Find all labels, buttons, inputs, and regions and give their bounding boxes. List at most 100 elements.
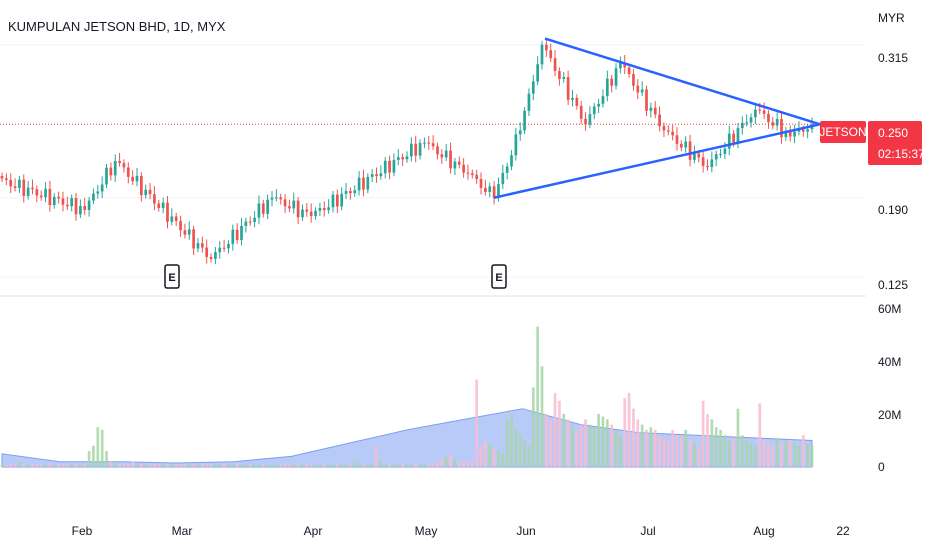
candle-body: [126, 167, 130, 177]
candle-body: [740, 122, 744, 129]
earnings-marker[interactable]: E: [491, 264, 507, 289]
candle: [605, 70, 609, 102]
candle-body: [13, 186, 17, 188]
candle: [26, 181, 30, 200]
candle-body: [444, 150, 448, 158]
candle: [440, 149, 444, 164]
candle: [244, 217, 248, 233]
earnings-marker-box: [164, 264, 180, 289]
volume-bar: [187, 464, 191, 467]
candle-body: [610, 78, 614, 86]
candle-body: [736, 128, 740, 144]
candle-body: [35, 189, 39, 196]
volume-bar: [309, 464, 313, 467]
candle: [140, 172, 143, 202]
candle: [65, 196, 69, 210]
volume-bar: [484, 440, 487, 467]
volume-bar: [292, 464, 296, 467]
candle-body: [148, 189, 152, 195]
candle: [401, 153, 404, 166]
volume-bar: [601, 416, 605, 467]
candlesticks: [0, 39, 814, 265]
volume-bar: [688, 440, 692, 467]
candle: [292, 192, 296, 214]
earnings-marker[interactable]: E: [164, 264, 180, 289]
candle: [331, 190, 335, 213]
volume-bar: [592, 427, 596, 467]
volume-bar: [314, 464, 317, 467]
volume-bar: [270, 464, 274, 467]
candle-body: [166, 202, 169, 222]
volume-bar: [222, 464, 226, 467]
volume-bar: [727, 440, 731, 467]
candle-body: [266, 199, 269, 214]
price-axis[interactable]: MYR 0.315 0.190 0.125: [878, 11, 908, 292]
volume-bar: [440, 459, 444, 467]
candle: [105, 163, 108, 189]
candle-body: [192, 229, 195, 249]
volume-bar: [144, 464, 148, 467]
candle: [183, 223, 187, 239]
volume-bar: [349, 464, 352, 467]
candle-body: [235, 229, 239, 241]
volume-bar: [244, 464, 248, 467]
candle-body: [510, 155, 513, 167]
candle: [283, 194, 287, 213]
candle: [52, 193, 56, 209]
volume-bar: [788, 440, 792, 467]
volume-bar: [466, 461, 470, 467]
candle-body: [218, 247, 222, 253]
volume-bar: [257, 464, 261, 467]
candle-body: [614, 68, 618, 86]
candle-body: [666, 130, 670, 132]
candle: [322, 201, 326, 217]
candle: [740, 116, 744, 135]
candle-body: [466, 172, 470, 174]
candle-body: [484, 187, 487, 193]
candle-body: [518, 130, 522, 135]
volume-bar: [497, 451, 500, 467]
volume-bar: [749, 443, 753, 467]
candle: [592, 102, 596, 120]
last-price-tag[interactable]: JETSON 0.250 02:15:37: [819, 121, 925, 165]
candle-body: [732, 133, 735, 144]
candle-body: [0, 176, 4, 179]
candle-body: [449, 150, 452, 169]
volume-ma-path: [1, 408, 813, 468]
candle-body: [244, 221, 248, 226]
volume-bar: [636, 419, 640, 467]
upper-trendline[interactable]: [544, 37, 821, 126]
candle-body: [157, 203, 161, 208]
candle-body: [758, 109, 762, 111]
candle-body: [261, 203, 265, 214]
candle-body: [92, 193, 95, 201]
volume-bar: [235, 464, 239, 467]
volume-bar: [148, 464, 152, 467]
volume-bar: [449, 453, 452, 467]
candle: [405, 151, 409, 163]
candle: [179, 215, 182, 237]
earnings-marker-label: E: [495, 272, 502, 284]
candle: [131, 170, 134, 185]
volume-bar: [153, 464, 156, 467]
volume-axis[interactable]: 60M 40M 20M 0: [878, 302, 901, 474]
candle: [109, 162, 113, 181]
candle: [266, 194, 269, 219]
candle-body: [200, 243, 204, 248]
lower-trendline[interactable]: [493, 123, 821, 199]
volume-bar: [562, 414, 566, 467]
candle-body: [767, 113, 770, 123]
candle-body: [605, 78, 609, 97]
candle: [270, 191, 274, 207]
candle: [505, 162, 509, 180]
volume-bar: [266, 464, 269, 467]
candle-body: [44, 188, 47, 198]
candle-body: [283, 199, 287, 207]
candle-body: [331, 194, 335, 208]
price-tag: [868, 121, 922, 165]
volume-bar: [762, 440, 766, 467]
candle-body: [497, 184, 500, 198]
candle: [100, 176, 104, 199]
time-axis[interactable]: Feb Mar Apr May Jun Jul Aug 22: [72, 524, 850, 538]
